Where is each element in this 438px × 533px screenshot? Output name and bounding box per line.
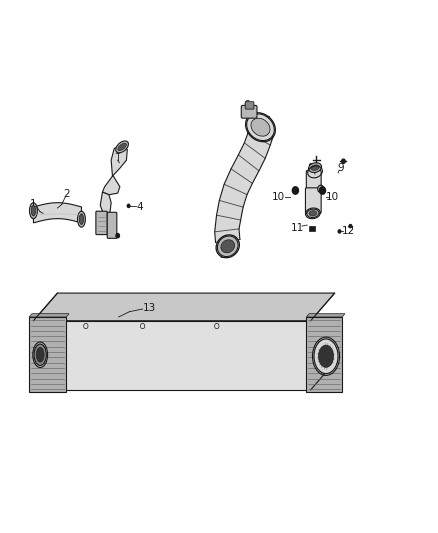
Text: 13: 13 xyxy=(142,303,156,313)
FancyBboxPatch shape xyxy=(241,106,257,118)
FancyBboxPatch shape xyxy=(107,212,117,238)
Ellipse shape xyxy=(78,211,85,227)
Text: 3: 3 xyxy=(114,146,121,156)
Ellipse shape xyxy=(217,236,238,256)
FancyBboxPatch shape xyxy=(96,211,107,235)
FancyBboxPatch shape xyxy=(305,188,321,213)
Text: 10: 10 xyxy=(326,192,339,203)
Ellipse shape xyxy=(36,348,44,362)
Text: 5: 5 xyxy=(219,250,226,260)
Ellipse shape xyxy=(309,211,317,216)
Bar xyxy=(33,321,311,390)
Ellipse shape xyxy=(311,165,319,171)
Polygon shape xyxy=(29,314,69,317)
Ellipse shape xyxy=(116,141,128,153)
Polygon shape xyxy=(215,125,273,243)
Circle shape xyxy=(342,159,345,164)
Text: 4: 4 xyxy=(136,202,143,212)
Ellipse shape xyxy=(318,185,324,192)
Ellipse shape xyxy=(314,339,338,374)
Text: 7: 7 xyxy=(263,116,269,126)
Ellipse shape xyxy=(318,345,334,367)
Text: 12: 12 xyxy=(342,227,355,237)
Bar xyxy=(29,317,66,392)
Bar xyxy=(306,317,342,392)
Circle shape xyxy=(292,187,298,194)
Ellipse shape xyxy=(79,214,84,224)
Polygon shape xyxy=(100,192,111,214)
Text: 9: 9 xyxy=(337,163,344,173)
Circle shape xyxy=(349,224,352,228)
Ellipse shape xyxy=(251,118,270,136)
Ellipse shape xyxy=(118,143,127,151)
FancyBboxPatch shape xyxy=(306,170,321,189)
Text: 11: 11 xyxy=(291,223,304,233)
Ellipse shape xyxy=(34,344,46,366)
Ellipse shape xyxy=(247,114,274,141)
Text: 8: 8 xyxy=(307,163,314,173)
Circle shape xyxy=(319,187,325,194)
Ellipse shape xyxy=(308,163,321,173)
Polygon shape xyxy=(33,293,335,321)
Bar xyxy=(309,226,314,231)
Polygon shape xyxy=(111,146,127,176)
Circle shape xyxy=(338,230,341,233)
Ellipse shape xyxy=(307,209,319,217)
Circle shape xyxy=(127,204,130,207)
Ellipse shape xyxy=(29,203,37,219)
Text: 10: 10 xyxy=(272,192,285,203)
Text: 6: 6 xyxy=(243,100,249,110)
Polygon shape xyxy=(33,203,81,223)
Ellipse shape xyxy=(31,205,35,216)
Text: 2: 2 xyxy=(63,189,70,199)
FancyBboxPatch shape xyxy=(245,102,254,109)
Ellipse shape xyxy=(221,240,235,253)
Polygon shape xyxy=(102,176,120,195)
Text: 1: 1 xyxy=(30,199,37,209)
Circle shape xyxy=(116,233,120,238)
Polygon shape xyxy=(306,314,345,317)
